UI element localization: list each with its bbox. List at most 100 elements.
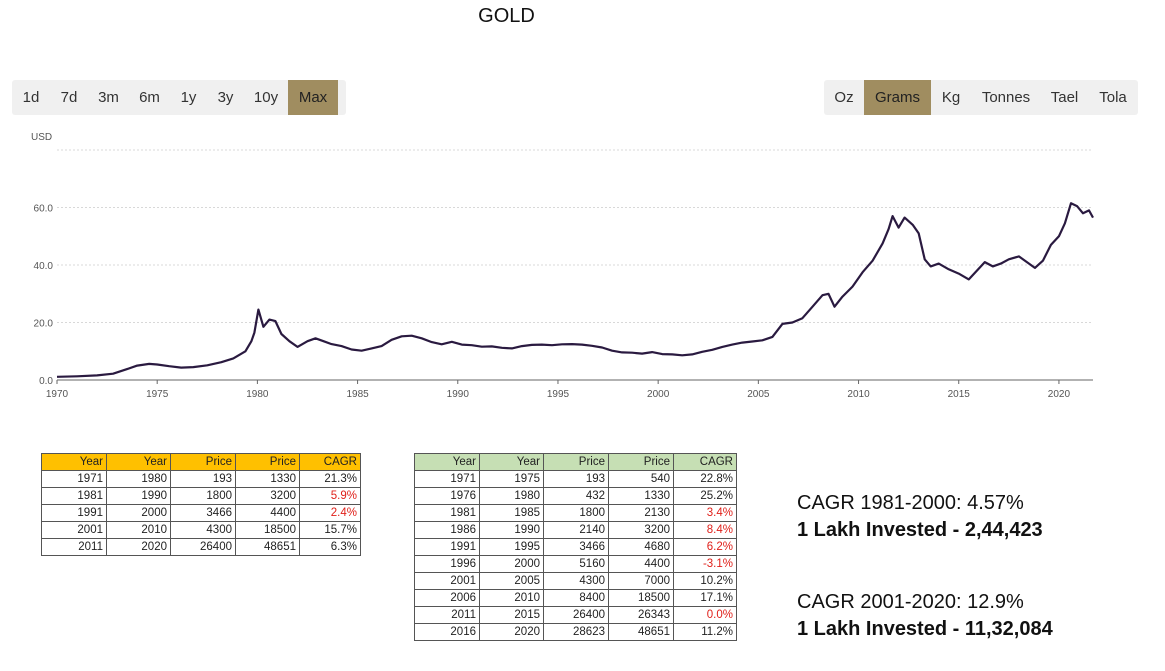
- table-cell: 5160: [543, 555, 609, 573]
- table-cell: 28623: [543, 623, 609, 641]
- table-row: 1986 1990 2140 3200 8.4%: [414, 521, 737, 539]
- table-cell: 432: [543, 487, 609, 505]
- table-row: 2011 2020 26400 48651 6.3%: [41, 538, 361, 556]
- table-cell: 3.4%: [673, 504, 737, 522]
- table-cell: 2020: [479, 623, 544, 641]
- table-row: 2016 2020 28623 48651 11.2%: [414, 623, 737, 641]
- unit-selector: Oz Grams Kg Tonnes Tael Tola: [824, 80, 1138, 115]
- table-cell: 3466: [170, 504, 236, 522]
- period-6m-button[interactable]: 6m: [139, 89, 160, 106]
- table-cell: 1800: [543, 504, 609, 522]
- table-header-cell: Year: [479, 453, 544, 471]
- period-7d-button[interactable]: 7d: [60, 89, 78, 106]
- table-cell: 1971: [414, 470, 480, 488]
- table-cell: 193: [170, 470, 236, 488]
- table-cell: 1975: [479, 470, 544, 488]
- period-3m-button[interactable]: 3m: [98, 89, 119, 106]
- period-1y-button[interactable]: 1y: [180, 89, 197, 106]
- table-cell: 1986: [414, 521, 480, 539]
- y-tick-label: 40.0: [34, 261, 54, 272]
- table-cell: 18500: [608, 589, 674, 607]
- price-series-line: [56, 202, 1094, 378]
- unit-oz-button[interactable]: Oz: [834, 89, 854, 106]
- table-cell: 2010: [106, 521, 171, 539]
- x-tick-label: 2020: [1048, 389, 1071, 400]
- table-cell: 1991: [41, 504, 107, 522]
- table-cell: 10.2%: [673, 572, 737, 590]
- page-title: GOLD: [478, 5, 535, 27]
- table-cell: 25.2%: [673, 487, 737, 505]
- table-cell: 48651: [608, 623, 674, 641]
- cagr-table-five-year: Year Year Price Price CAGR 1971 1975 193 540 22.8…: [414, 453, 737, 641]
- gold-price-chart: 0.0 20.0 40.0 60.0 USD 1970 1975 1980 1985 1990 19…: [31, 132, 1094, 400]
- x-tick-label: 1990: [447, 389, 470, 400]
- unit-tola-button[interactable]: Tola: [1099, 89, 1127, 106]
- table-cell: 2011: [414, 606, 480, 624]
- period-3y-button[interactable]: 3y: [217, 89, 234, 106]
- y-tick-label: 60.0: [34, 204, 54, 215]
- table-cell: 2130: [608, 504, 674, 522]
- unit-tonnes-button[interactable]: Tonnes: [981, 89, 1031, 106]
- table-cell: 7000: [608, 572, 674, 590]
- table-row: 2006 2010 8400 18500 17.1%: [414, 589, 737, 607]
- table-cell: 1995: [479, 538, 544, 556]
- x-tick-label: 2010: [847, 389, 870, 400]
- table-cell: 21.3%: [299, 470, 361, 488]
- unit-grams-button[interactable]: Grams: [864, 80, 931, 115]
- table-cell: 193: [543, 470, 609, 488]
- table-cell: 2016: [414, 623, 480, 641]
- y-axis-label: USD: [31, 132, 52, 143]
- table-cell: 1330: [608, 487, 674, 505]
- table-cell: 48651: [235, 538, 300, 556]
- table-cell: 1981: [41, 487, 107, 505]
- summary-cagr-text: CAGR 1981-2000: 4.57%: [797, 492, 1024, 514]
- table-cell: 17.1%: [673, 589, 737, 607]
- table-cell: 540: [608, 470, 674, 488]
- table-cell: 1971: [41, 470, 107, 488]
- table-cell: 2000: [106, 504, 171, 522]
- table-header-cell: Price: [543, 453, 609, 471]
- table-cell: 18500: [235, 521, 300, 539]
- table-header-cell: Year: [414, 453, 480, 471]
- table-header-cell: Year: [41, 453, 107, 471]
- table-header-cell: Price: [235, 453, 300, 471]
- unit-kg-button[interactable]: Kg: [941, 89, 961, 106]
- table-cell: 4300: [170, 521, 236, 539]
- table-cell: 4300: [543, 572, 609, 590]
- table-cell: 2020: [106, 538, 171, 556]
- y-tick-label: 20.0: [34, 319, 54, 330]
- table-cell: 3200: [608, 521, 674, 539]
- period-max-button[interactable]: Max: [288, 80, 338, 115]
- cagr-table-decade: Year Year Price Price CAGR 1971 1980 193 1330 21.…: [41, 453, 361, 556]
- table-cell: -3.1%: [673, 555, 737, 573]
- table-cell: 26400: [170, 538, 236, 556]
- table-cell: 2006: [414, 589, 480, 607]
- table-cell: 3200: [235, 487, 300, 505]
- period-10y-button[interactable]: 10y: [253, 89, 279, 106]
- table-cell: 26343: [608, 606, 674, 624]
- table-cell: 2001: [41, 521, 107, 539]
- table-cell: 2015: [479, 606, 544, 624]
- table-row: 1976 1980 432 1330 25.2%: [414, 487, 737, 505]
- table-cell: 6.2%: [673, 538, 737, 556]
- table-cell: 11.2%: [673, 623, 737, 641]
- table-header-cell: CAGR: [299, 453, 361, 471]
- table-header-row: Year Year Price Price CAGR: [414, 453, 737, 471]
- x-tick-label: 1975: [146, 389, 169, 400]
- table-header-cell: Price: [170, 453, 236, 471]
- table-row: 2001 2010 4300 18500 15.7%: [41, 521, 361, 539]
- summary-invested-text: 1 Lakh Invested - 11,32,084: [797, 618, 1053, 640]
- table-cell: 2000: [479, 555, 544, 573]
- period-1d-button[interactable]: 1d: [22, 89, 40, 106]
- unit-tael-button[interactable]: Tael: [1050, 89, 1079, 106]
- table-row: 1981 1985 1800 2130 3.4%: [414, 504, 737, 522]
- table-cell: 1996: [414, 555, 480, 573]
- table-header-row: Year Year Price Price CAGR: [41, 453, 361, 471]
- x-tick-label: 2005: [747, 389, 770, 400]
- table-cell: 2011: [41, 538, 107, 556]
- table-header-cell: Year: [106, 453, 171, 471]
- table-row: 1971 1975 193 540 22.8%: [414, 470, 737, 488]
- x-tick-label: 1995: [547, 389, 570, 400]
- table-row: 1991 2000 3466 4400 2.4%: [41, 504, 361, 522]
- table-cell: 1330: [235, 470, 300, 488]
